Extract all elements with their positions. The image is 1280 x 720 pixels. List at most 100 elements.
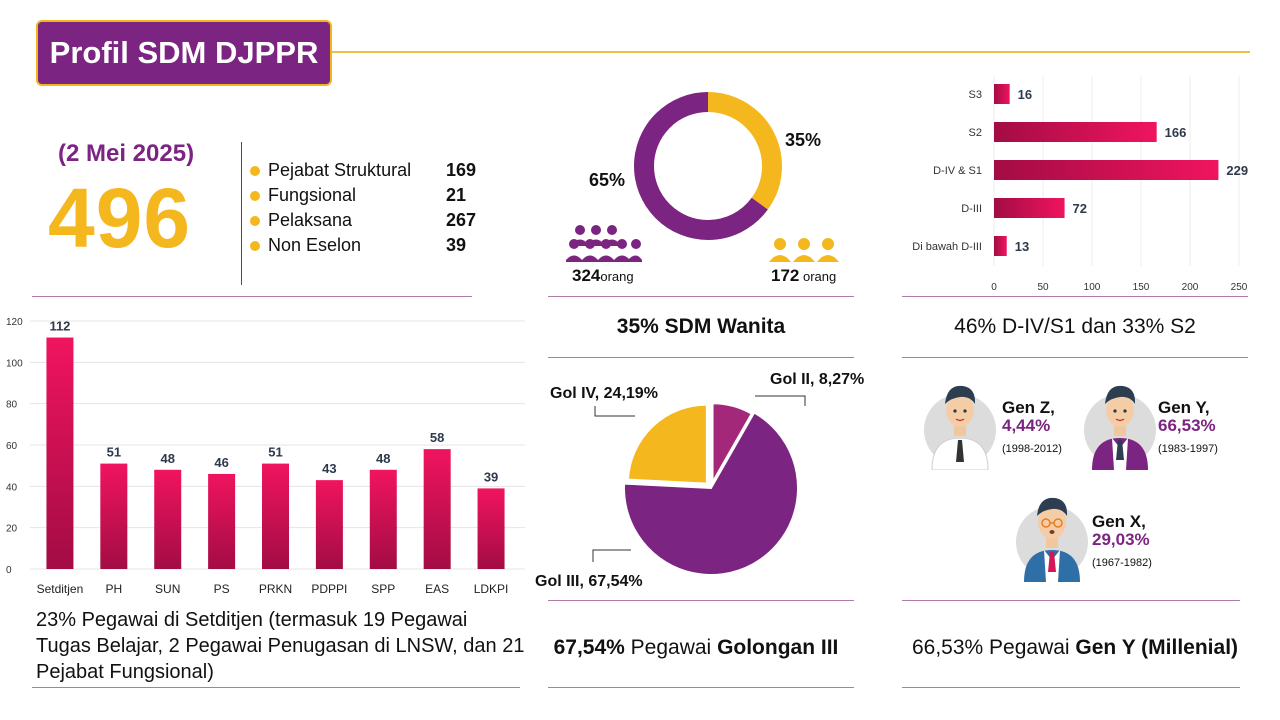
edu-bar — [994, 236, 1007, 256]
gen-x-name: Gen X, — [1092, 512, 1146, 531]
male-pct-label: 65% — [589, 170, 626, 190]
generation-caption-pre: 66,53% Pegawai — [911, 636, 1076, 659]
edu-bar — [994, 122, 1157, 142]
report-date: (2 Mei 2025) — [58, 140, 195, 167]
gen-z-pct: 4,44% — [1002, 416, 1051, 435]
gen-y-years: (1983-1997) — [1158, 443, 1218, 455]
gen-y-avatar-icon — [1084, 385, 1156, 470]
divider — [548, 600, 854, 601]
y-tick-label: Di bawah D-III — [912, 241, 982, 253]
leader-line — [594, 406, 635, 417]
pie-label-gol-ii: Gol II, 8,27% — [770, 371, 864, 388]
x-tick-label: PH — [105, 582, 122, 596]
male-count-unit: orang — [600, 269, 634, 284]
title-divider — [332, 51, 1250, 53]
x-tick-label: PRKN — [259, 582, 292, 596]
golongan-caption-label: Golongan III — [717, 636, 839, 659]
legend-value: 169 — [446, 160, 477, 180]
female-group-icon — [769, 238, 839, 262]
gen-x-avatar-icon — [1016, 497, 1088, 582]
gen-y-name: Gen Y, — [1158, 398, 1210, 417]
edu-bar — [994, 198, 1065, 218]
bar-value-label: 43 — [322, 461, 336, 476]
gen-x-pct: 29,03% — [1092, 530, 1150, 549]
bar-value-label: 16 — [1018, 87, 1032, 102]
divider — [902, 687, 1240, 688]
y-tick-label: 60 — [6, 441, 18, 452]
bullet-icon — [250, 215, 260, 226]
x-tick-label: SUN — [155, 582, 180, 596]
y-tick-label: 80 — [6, 400, 18, 411]
legend-label: Pejabat Struktural — [268, 160, 412, 180]
y-tick-label: D-IV & S1 — [933, 165, 982, 177]
bar-sun — [154, 469, 182, 569]
bullet-icon — [250, 165, 260, 176]
bar-value-label: 58 — [430, 430, 444, 445]
golongan-caption-pct: 67,54% — [553, 636, 625, 659]
x-tick-label: 0 — [991, 282, 997, 293]
gen-y-pct: 66,53% — [1158, 416, 1216, 435]
legend-label: Non Eselon — [268, 235, 362, 255]
legend-item: Pejabat Struktural — [250, 160, 411, 181]
bar-value-label: 48 — [376, 451, 390, 466]
x-tick-label: PDPPI — [311, 582, 347, 596]
generation-caption-label: Gen Y (Millenial) — [1075, 636, 1239, 659]
bar-value-label: 112 — [49, 319, 70, 334]
female-count-value: 172 — [771, 266, 800, 285]
y-tick-label: D-III — [961, 203, 982, 215]
divider — [548, 296, 854, 297]
divider — [902, 600, 1240, 601]
golongan-pie-chart: Gol II, 8,27% Gol IV, 24,19% Gol III, 67,5… — [535, 371, 864, 590]
female-pct-label: 35% — [785, 130, 822, 150]
gen-z-years: (1998-2012) — [1002, 443, 1062, 455]
bullet-icon — [250, 240, 260, 251]
x-tick-label: 150 — [1133, 282, 1150, 293]
summary-divider — [241, 142, 242, 285]
bar-value-label: 229 — [1226, 163, 1248, 178]
edu-bar — [994, 160, 1219, 180]
leader-line — [592, 549, 631, 562]
divider — [548, 687, 854, 688]
x-tick-label: 250 — [1231, 282, 1248, 293]
bar-value-label: 48 — [160, 451, 174, 466]
male-count-value: 324 — [572, 266, 601, 285]
bullet-icon — [250, 190, 260, 201]
bar-ps — [208, 473, 236, 569]
divider — [548, 357, 854, 358]
edu-bar — [994, 84, 1010, 104]
male-count: 324orang — [572, 266, 634, 286]
education-caption: 46% D-IV/S1 dan 33% S2 — [954, 315, 1196, 338]
golongan-caption-mid: Pegawai — [624, 636, 718, 659]
y-tick-label: 40 — [6, 482, 18, 493]
gen-z-name: Gen Z, — [1002, 398, 1055, 417]
x-tick-label: Setditjen — [37, 582, 84, 596]
unit-caption: 23% Pegawai di Setditjen (termasuk 19 Pe… — [36, 609, 525, 683]
total-employees: 496 — [48, 171, 192, 265]
female-count-unit: orang — [803, 269, 837, 284]
gender-caption: 35% SDM Wanita — [616, 315, 786, 338]
male-group-icon — [566, 225, 642, 262]
pie-slice — [626, 403, 708, 485]
bar-setditjen — [46, 337, 74, 569]
x-tick-label: SPP — [371, 582, 395, 596]
bar-spp — [369, 469, 397, 569]
divider — [902, 357, 1248, 358]
x-tick-label: 200 — [1182, 282, 1199, 293]
leader-line — [755, 395, 806, 406]
bar-value-label: 72 — [1073, 201, 1087, 216]
bar-value-label: 51 — [107, 445, 121, 460]
pie-label-gol-iii: Gol III, 67,54% — [535, 573, 643, 590]
gen-x-years: (1967-1982) — [1092, 557, 1152, 569]
legend-label: Pelaksana — [268, 210, 353, 230]
golongan-caption: 67,54% Pegawai Golongan III — [536, 636, 856, 660]
legend-value: 267 — [446, 210, 477, 230]
x-tick-label: LDKPI — [474, 582, 509, 596]
donut-slice-pria — [634, 92, 782, 240]
y-tick-label: 120 — [6, 317, 23, 328]
y-tick-label: 100 — [6, 358, 23, 369]
bar-value-label: 13 — [1015, 239, 1029, 254]
x-tick-label: PS — [214, 582, 230, 596]
bar-value-label: 51 — [268, 445, 282, 460]
divider — [32, 296, 472, 297]
divider — [32, 687, 520, 688]
